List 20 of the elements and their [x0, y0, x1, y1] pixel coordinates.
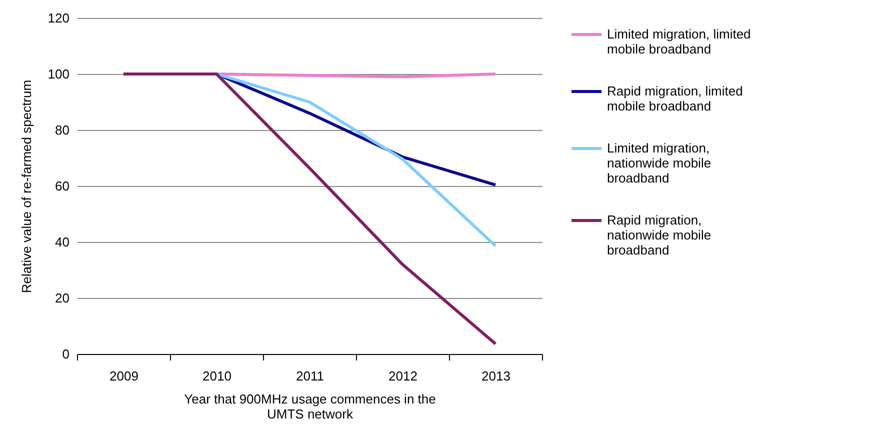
y-tick-label: 60	[55, 178, 70, 194]
x-tick-label: 2013	[482, 368, 510, 384]
y-tick-label: 40	[55, 234, 70, 250]
x-tick-label: 2011	[296, 368, 324, 384]
x-axis-title: Year that 900MHz usage commences in the UMTS network	[184, 392, 436, 422]
line-series	[122, 72, 497, 346]
y-tick-label: 120	[48, 10, 70, 26]
y-tick-label: 100	[48, 66, 70, 82]
x-tick-label: 2012	[388, 368, 418, 384]
x-tick-label: 2010	[202, 368, 232, 384]
y-tick-label: 0	[62, 346, 70, 362]
x-tick-label: 2009	[110, 368, 138, 384]
y-tick-label: 80	[55, 122, 70, 138]
legend-label: Rapid migration, nationwide mobile broadband	[607, 212, 712, 258]
y-axis-title: Relative value of re-farmed spectrum	[18, 80, 34, 294]
legend-label: Limited migration, limited mobile broadband	[607, 26, 751, 56]
line-series	[215, 72, 497, 248]
y-tick-label: 20	[55, 290, 70, 306]
legend-label: Rapid migration, limited mobile broadband	[607, 84, 743, 114]
legend-label: Limited migration, nationwide mobile broadband	[607, 140, 712, 186]
